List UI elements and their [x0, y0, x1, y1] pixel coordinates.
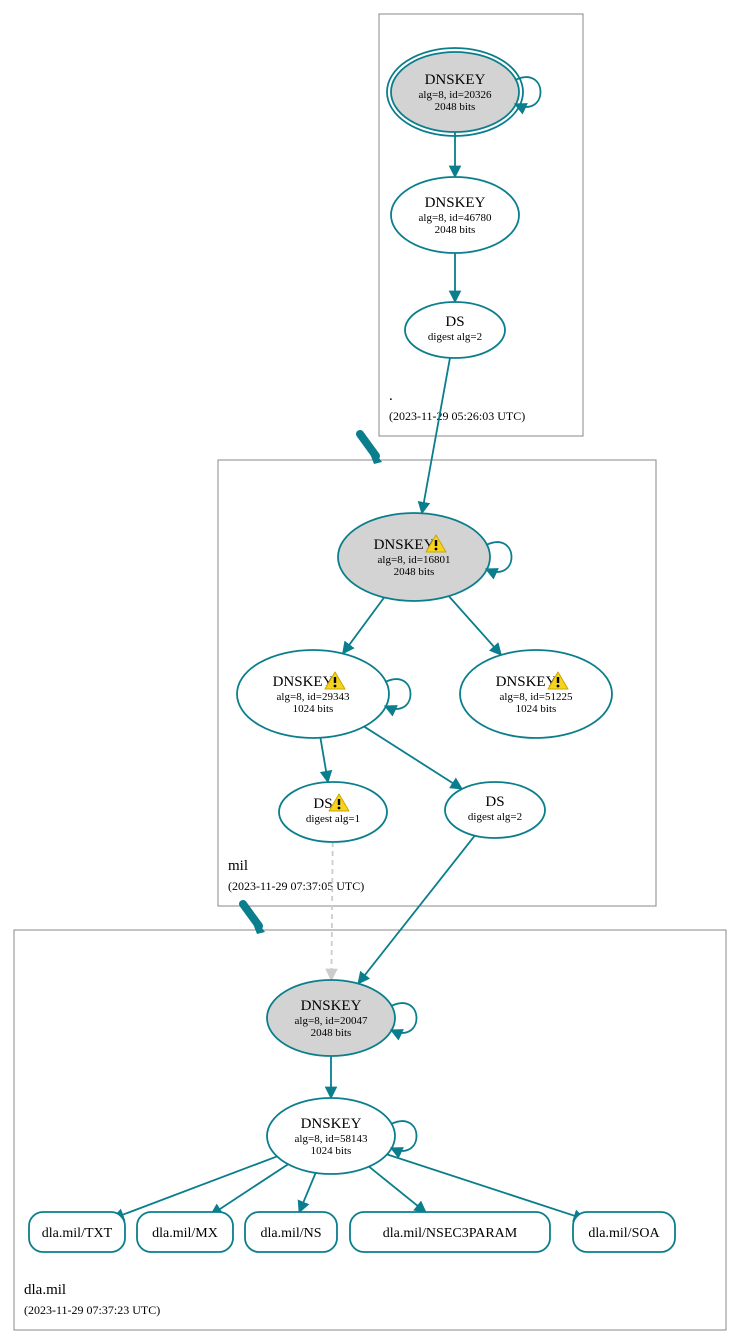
svg-text:alg=8, id=20326: alg=8, id=20326: [419, 89, 492, 101]
n8: DSdigest alg=2: [445, 782, 545, 838]
svg-text:alg=8, id=46780: alg=8, id=46780: [419, 212, 492, 224]
svg-text:digest alg=2: digest alg=2: [428, 331, 482, 343]
svg-text:(2023-11-29 07:37:05 UTC): (2023-11-29 07:37:05 UTC): [228, 879, 364, 893]
svg-text:dla.mil/MX: dla.mil/MX: [152, 1226, 218, 1241]
svg-text:digest alg=1: digest alg=1: [306, 813, 360, 825]
svg-text:2048 bits: 2048 bits: [435, 101, 476, 113]
svg-text:DNSKEY: DNSKEY: [496, 674, 557, 690]
n4: DNSKEYalg=8, id=168012048 bits: [338, 513, 512, 601]
svg-text:dla.mil: dla.mil: [24, 1282, 66, 1298]
svg-text:(2023-11-29 05:26:03 UTC): (2023-11-29 05:26:03 UTC): [389, 409, 525, 423]
svg-text:2048 bits: 2048 bits: [435, 224, 476, 236]
r3: dla.mil/NS: [245, 1212, 337, 1252]
svg-text:DS: DS: [485, 794, 504, 810]
n1: DNSKEYalg=8, id=203262048 bits: [387, 48, 541, 136]
svg-text:DS: DS: [445, 314, 464, 330]
svg-text:1024 bits: 1024 bits: [293, 703, 334, 715]
dnssec-diagram: . (2023-11-29 05:26:03 UTC) mil (2023-11-29…: [0, 0, 741, 1344]
svg-text:dla.mil/NS: dla.mil/NS: [260, 1226, 321, 1241]
n9: DNSKEYalg=8, id=200472048 bits: [267, 980, 417, 1056]
svg-text:.: .: [389, 388, 393, 404]
svg-text:(2023-11-29 07:37:23 UTC): (2023-11-29 07:37:23 UTC): [24, 1303, 160, 1317]
svg-text:DNSKEY: DNSKEY: [425, 72, 486, 88]
n5: DNSKEYalg=8, id=293431024 bits: [237, 650, 411, 738]
r4: dla.mil/NSEC3PARAM: [350, 1212, 550, 1252]
svg-text:DNSKEY: DNSKEY: [425, 195, 486, 211]
r1: dla.mil/TXT: [29, 1212, 125, 1252]
r5: dla.mil/SOA: [573, 1212, 675, 1252]
svg-text:2048 bits: 2048 bits: [311, 1027, 352, 1039]
n6: DNSKEYalg=8, id=512251024 bits: [460, 650, 612, 738]
svg-text:alg=8, id=51225: alg=8, id=51225: [500, 691, 573, 703]
svg-text:DNSKEY: DNSKEY: [301, 1116, 362, 1132]
svg-text:alg=8, id=16801: alg=8, id=16801: [378, 554, 451, 566]
n3: DSdigest alg=2: [405, 302, 505, 358]
svg-text:dla.mil/NSEC3PARAM: dla.mil/NSEC3PARAM: [383, 1226, 518, 1241]
svg-text:1024 bits: 1024 bits: [311, 1145, 352, 1157]
svg-text:digest alg=2: digest alg=2: [468, 811, 522, 823]
svg-text:2048 bits: 2048 bits: [394, 566, 435, 578]
n7: DSdigest alg=1: [279, 782, 387, 842]
svg-text:DNSKEY: DNSKEY: [273, 674, 334, 690]
svg-text:dla.mil/SOA: dla.mil/SOA: [588, 1226, 660, 1241]
svg-text:dla.mil/TXT: dla.mil/TXT: [42, 1226, 113, 1241]
svg-text:alg=8, id=20047: alg=8, id=20047: [295, 1015, 368, 1027]
svg-text:alg=8, id=58143: alg=8, id=58143: [295, 1133, 368, 1145]
svg-text:1024 bits: 1024 bits: [516, 703, 557, 715]
svg-text:DNSKEY: DNSKEY: [374, 537, 435, 553]
r2: dla.mil/MX: [137, 1212, 233, 1252]
n10: DNSKEYalg=8, id=581431024 bits: [267, 1098, 417, 1174]
svg-text:DNSKEY: DNSKEY: [301, 998, 362, 1014]
svg-text:mil: mil: [228, 858, 248, 874]
svg-text:alg=8, id=29343: alg=8, id=29343: [277, 691, 350, 703]
nodes: DNSKEYalg=8, id=203262048 bitsDNSKEYalg=…: [29, 48, 675, 1252]
n2: DNSKEYalg=8, id=467802048 bits: [391, 177, 519, 253]
